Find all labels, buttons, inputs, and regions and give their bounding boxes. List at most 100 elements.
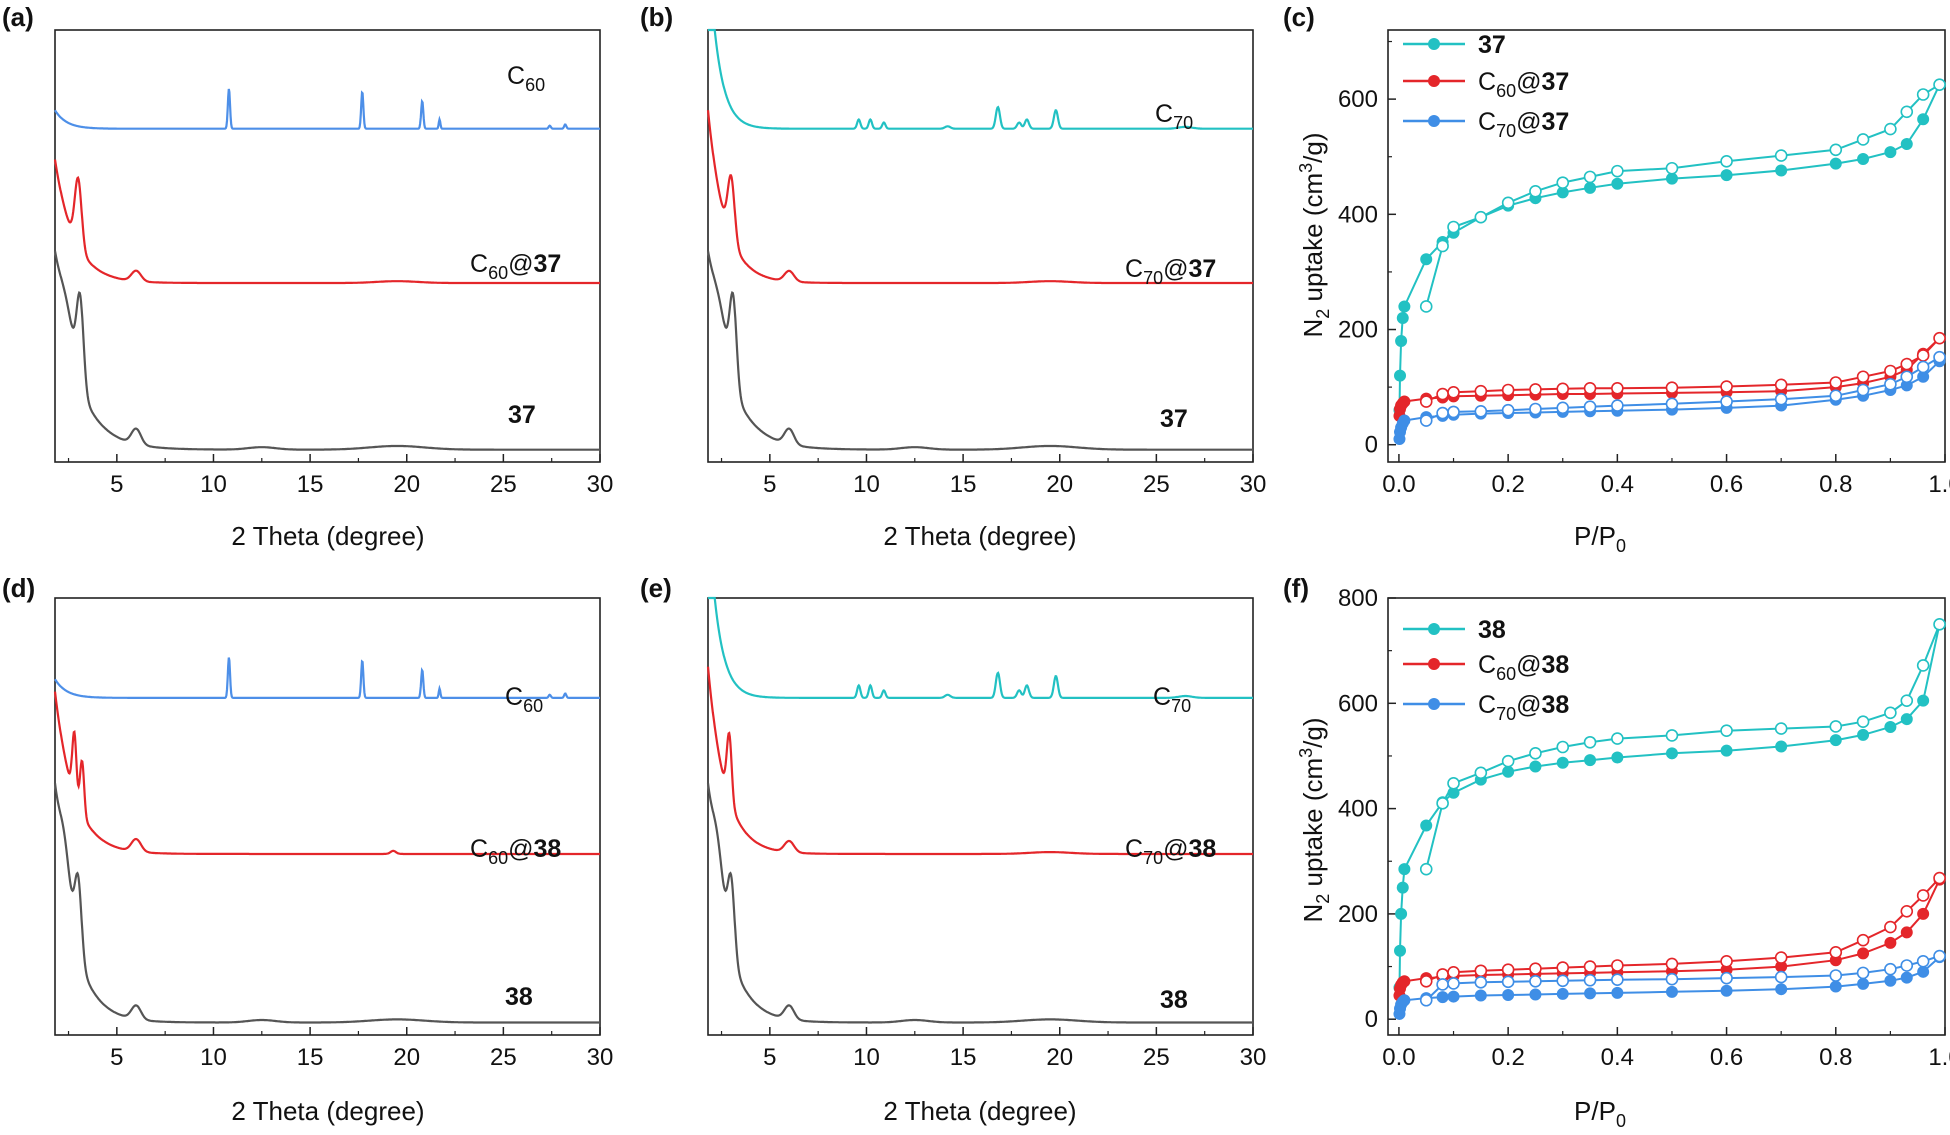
desorption-point-C60-at-38 (1720, 954, 1733, 968)
adsorption-point-38 (1829, 734, 1842, 747)
adsorption-point-38 (1584, 754, 1597, 767)
desorption-point-C60-at-38 (1884, 920, 1897, 934)
adsorption-point-C60-at-38 (1857, 947, 1870, 960)
desorption-point-C70-at-37 (1933, 350, 1946, 364)
legend-f: 38 C60@38 C70@38 (1403, 616, 1569, 724)
adsorption-point-C60-at-38 (1398, 975, 1411, 988)
desorption-point-38 (1884, 706, 1897, 720)
desorption-point-38 (1474, 766, 1488, 780)
desorption-point-C70-at-38 (1501, 975, 1515, 989)
desorption-point-C60-at-38 (1933, 871, 1946, 885)
desorption-line-37 (1425, 83, 1941, 307)
desorption-point-C60-at-37 (1474, 384, 1488, 398)
adsorption-point-37 (1584, 181, 1597, 194)
desorption-point-C70-at-37 (1720, 395, 1733, 408)
x-tick-label: 30 (1240, 471, 1267, 498)
desorption-point-37 (1474, 210, 1488, 224)
adsorption-point-C70-at-37 (1398, 414, 1411, 427)
desorption-point-38 (1529, 747, 1542, 760)
y-tick-label: 800 (1338, 585, 1378, 612)
legend-f-entry-1: C60@38 (1478, 651, 1569, 684)
xrd-plot-b: 5 10 15 20 25 30 (706, 28, 1267, 498)
adsorption-point-37 (1396, 312, 1409, 324)
curve-label-b-bot: 37 (1160, 405, 1188, 433)
desorption-point-37 (1419, 300, 1433, 313)
curve-label-a-bot: 37 (508, 401, 536, 429)
adsorption-point-C70-at-38 (1884, 974, 1897, 987)
x-tick-label: 15 (950, 1044, 977, 1071)
adsorption-point-37 (1884, 146, 1897, 159)
desorption-point-38 (1556, 740, 1570, 754)
desorption-point-C70-at-37 (1611, 399, 1624, 412)
x-tick-label: 25 (490, 1044, 517, 1071)
desorption-point-37 (1933, 78, 1946, 92)
adsorption-point-38 (1611, 751, 1624, 764)
desorption-point-C70-at-38 (1665, 972, 1679, 986)
xrd-line-C60-at-38 (53, 691, 600, 856)
curve-label-d-bot: 38 (505, 983, 533, 1011)
y-tick-label: 600 (1338, 690, 1378, 717)
desorption-point-37 (1556, 176, 1570, 189)
adsorption-point-37 (1900, 138, 1913, 151)
x-tick-label: 5 (110, 471, 123, 498)
desorption-point-C60-at-38 (1501, 963, 1515, 977)
desorption-point-37 (1447, 220, 1460, 234)
adsorption-point-C70-at-38 (1720, 984, 1733, 997)
x-tick-label: 25 (1143, 471, 1170, 498)
panel-tag-d: (d) (2, 573, 35, 603)
isotherm-plot-f: 0.0 0.2 0.4 0.6 0.8 1.0 0 200 400 600 800 (1338, 585, 1950, 1071)
desorption-point-37 (1720, 155, 1733, 168)
adsorption-point-C70-at-38 (1398, 994, 1411, 1007)
desorption-point-C60-at-37 (1501, 383, 1515, 397)
xrd-line-C60 (54, 88, 600, 130)
desorption-point-C70-at-38 (1916, 954, 1930, 968)
desorption-point-C70-at-37 (1474, 405, 1488, 418)
desorption-point-C70-at-37 (1829, 389, 1843, 403)
xrd-plot-e: 5 10 15 20 25 30 (706, 596, 1266, 1071)
x-tick-label: 0.8 (1819, 1044, 1852, 1071)
desorption-point-37 (1665, 161, 1679, 175)
x-axis-title-f: P/P0 (1574, 1096, 1626, 1131)
adsorption-point-38 (1857, 728, 1870, 741)
desorption-point-C70-at-38 (1933, 949, 1946, 963)
adsorption-point-37 (1720, 169, 1733, 182)
plot-frame (1387, 597, 1946, 1036)
x-tick-label: 0.6 (1710, 1044, 1743, 1071)
adsorption-point-38 (1917, 694, 1930, 707)
desorption-point-C60-at-37 (1556, 382, 1570, 396)
plot-frame (707, 597, 1254, 1036)
desorption-point-C70-at-38 (1474, 976, 1488, 989)
desorption-point-37 (1501, 196, 1515, 210)
desorption-point-C70-at-38 (1900, 959, 1914, 972)
adsorption-point-37 (1917, 113, 1930, 126)
desorption-point-C70-at-38 (1611, 973, 1624, 987)
x-tick-label: 10 (200, 471, 227, 498)
desorption-point-C70-at-37 (1665, 397, 1679, 411)
x-axis-title-b: 2 Theta (degree) (883, 521, 1076, 551)
plot-frame (1387, 29, 1946, 463)
panel-tag-e: (e) (640, 573, 672, 603)
adsorption-point-38 (1900, 713, 1913, 726)
xrd-line-37 (706, 250, 1253, 451)
adsorption-point-C70-at-38 (1474, 989, 1487, 1002)
adsorption-point-C70-at-38 (1584, 987, 1597, 1000)
xrd-line-C70-at-38 (706, 666, 1253, 856)
x-tick-label: 30 (587, 1044, 614, 1071)
xrd-line-38 (706, 783, 1253, 1024)
desorption-point-C70-at-37 (1529, 402, 1542, 416)
adsorption-point-38 (1396, 881, 1409, 894)
adsorption-point-C70-at-38 (1829, 980, 1842, 993)
xrd-plot-a: 5 10 15 20 25 30 (53, 29, 613, 498)
legend-f-entry-0: 38 (1478, 616, 1506, 644)
desorption-point-C60-at-38 (1419, 974, 1433, 988)
desorption-point-C60-at-38 (1611, 959, 1624, 972)
xrd-line-38 (53, 783, 600, 1024)
x-axis-title-e: 2 Theta (degree) (883, 1096, 1076, 1126)
desorption-point-C70-at-38 (1884, 962, 1897, 976)
desorption-point-37 (1916, 88, 1930, 101)
isotherm-plot-c: 0.0 0.2 0.4 0.6 0.8 1.0 0 200 400 600 (1338, 29, 1950, 498)
desorption-point-C60-at-37 (1829, 376, 1843, 389)
panel-tag-c: (c) (1283, 2, 1315, 32)
desorption-point-C60-at-37 (1583, 381, 1597, 395)
adsorption-point-38 (1502, 765, 1515, 778)
